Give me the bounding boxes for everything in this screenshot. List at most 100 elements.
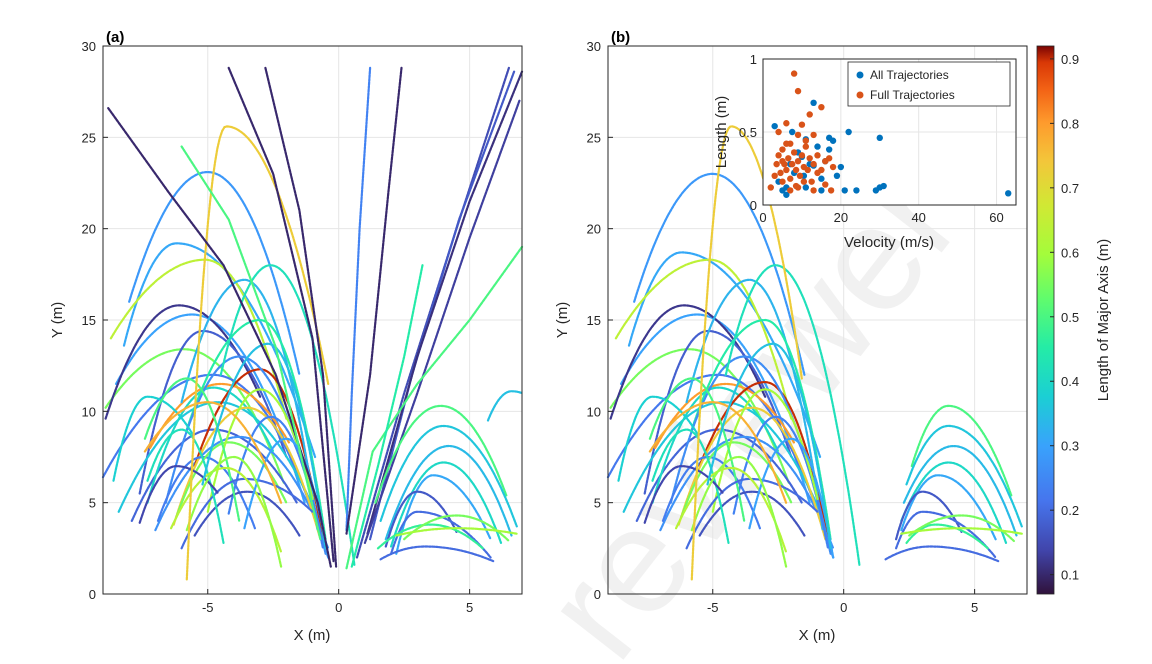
panel-a-ytick-label: 15 (82, 313, 96, 328)
colorbar-tick-label: 0.6 (1061, 245, 1079, 260)
full-trajectories-point-42 (829, 163, 837, 171)
panel-a-trajectory-7 (101, 373, 330, 559)
panel-b-trajectory-34 (690, 125, 803, 581)
full-trajectories-point-46 (787, 187, 794, 194)
panel-b-trajectory-43 (908, 514, 1015, 543)
panel-a-trajectory-35 (227, 66, 335, 563)
full-trajectories-point-32 (810, 160, 817, 168)
legend-marker-all (856, 71, 864, 79)
full-trajectories-point-14 (788, 160, 796, 168)
panel-b-trajectory-32 (706, 342, 832, 550)
panel-a-ytick-label: 30 (82, 39, 96, 54)
inset-ytick-label: 0.5 (739, 125, 757, 140)
panel-a-trajectories (101, 66, 524, 581)
panel-a-trajectory-15 (180, 278, 319, 532)
full-trajectories-point-47 (802, 137, 810, 144)
panel-a-trajectory-49 (384, 444, 513, 541)
panel-a-trajectory-47 (374, 404, 508, 504)
panel-b-trajectory-20 (698, 490, 806, 537)
panel-a-label: (a) (106, 29, 124, 46)
panel-b-label: (b) (611, 29, 630, 46)
panel-b-trajectory-23 (711, 388, 819, 513)
panel-a-xtick-label: -5 (202, 600, 214, 615)
panel-a-trajectory-6 (138, 329, 288, 495)
panel-a-trajectory-14 (172, 406, 322, 541)
panel-b-trajectory-36 (905, 424, 1023, 528)
panel-b-ytick-label: 5 (594, 496, 601, 511)
colorbar-tick-label: 0.4 (1061, 374, 1079, 389)
full-trajectories-point-1 (771, 172, 778, 179)
panel-b-ylabel: Y (m) (554, 302, 571, 338)
panel-a-trajectory-34 (185, 125, 330, 581)
full-trajectories-point-19 (794, 158, 802, 165)
panel-b-trajectory-22 (617, 395, 699, 482)
full-trajectories-point-15 (790, 70, 798, 77)
panel-b-trajectory-2 (627, 251, 822, 459)
legend-box (847, 61, 1011, 107)
full-trajectories-point-24 (798, 152, 806, 159)
panel-b-trajectory-30 (748, 437, 835, 559)
panel-a-trajectory-46 (350, 264, 424, 568)
panel-b-ytick-label: 20 (587, 222, 601, 237)
panel-a-trajectory-40 (345, 66, 403, 535)
full-trajectories-point-17 (792, 166, 800, 174)
colorbar-label: Length of Major Axis (m) (1095, 239, 1112, 402)
full-trajectories-point-36 (818, 103, 825, 111)
full-trajectories-point-6 (779, 178, 786, 185)
all-trajectories-point-23 (837, 163, 845, 171)
panel-a-trajectory-31 (143, 401, 283, 504)
full-trajectories-point-10 (783, 120, 790, 127)
panel-b-trajectory-6 (643, 329, 793, 495)
panel-b-trajectory-11 (659, 435, 835, 550)
panel-b-trajectory-42 (905, 523, 989, 550)
all-trajectories-point-26 (853, 187, 860, 194)
panel-a-trajectory-24 (143, 377, 241, 522)
panel-b-trajectory-37 (902, 445, 1018, 537)
panel-b-trajectory-31 (648, 401, 788, 504)
panel-a-trajectory-56 (395, 527, 518, 537)
full-trajectories-point-9 (783, 166, 790, 174)
panel-b-trajectory-7 (606, 373, 835, 559)
full-trajectories-point-23 (798, 121, 806, 128)
all-trajectories-point-32 (783, 191, 790, 198)
panel-a-trajectory-57 (379, 545, 495, 563)
full-trajectories-point-45 (779, 158, 786, 165)
all-trajectories-point-30 (880, 182, 887, 190)
all-trajectories-point-21 (829, 137, 837, 144)
panel-a-trajectory-51 (395, 474, 492, 555)
full-trajectories-point-0 (767, 184, 774, 191)
inset-legend: All Trajectories Full Trajectories (847, 61, 1011, 107)
full-trajectories-point-30 (806, 111, 813, 118)
panel-a-trajectory-22 (112, 395, 194, 482)
full-trajectories-point-43 (794, 184, 802, 191)
full-trajectories-point-2 (773, 160, 780, 168)
panel-a-xtick-label: 0 (335, 600, 342, 615)
panel-b-trajectory-0 (609, 348, 790, 484)
full-trajectories-point-22 (796, 172, 804, 179)
panel-b-trajectory-33 (690, 455, 788, 568)
inset-ticks: 0 20 40 60 0 0.5 1 (739, 52, 1004, 225)
all-trajectories-point-11 (802, 184, 810, 191)
panel-a-trajectory-29 (138, 464, 220, 524)
inset-ytick-label: 0 (750, 198, 757, 213)
full-trajectories-point-26 (800, 178, 808, 185)
panel-a-trajectory-44 (363, 99, 521, 544)
panel-a-trajectory-25 (219, 264, 356, 566)
full-trajectories-point-48 (810, 131, 817, 139)
panel-a-trajectory-12 (146, 386, 275, 504)
all-trajectories-point-29 (876, 134, 883, 142)
panel-b-trajectory-9 (622, 401, 830, 532)
panel-b-ytick-label: 15 (587, 313, 601, 328)
colorbar-gradient (1036, 45, 1055, 595)
full-trajectories-point-3 (775, 152, 782, 159)
panel-a-trajectory-42 (369, 70, 516, 541)
panel-a-trajectory-48 (379, 424, 518, 528)
panel-a-trajectory-38 (180, 145, 322, 541)
panel-a-trajectory-52 (384, 490, 458, 548)
inset-xlabel: Velocity (m/s) (844, 234, 934, 251)
full-trajectories-point-39 (822, 181, 829, 188)
all-trajectories-point-22 (833, 172, 841, 179)
panel-a-trajectory-33 (185, 455, 283, 568)
